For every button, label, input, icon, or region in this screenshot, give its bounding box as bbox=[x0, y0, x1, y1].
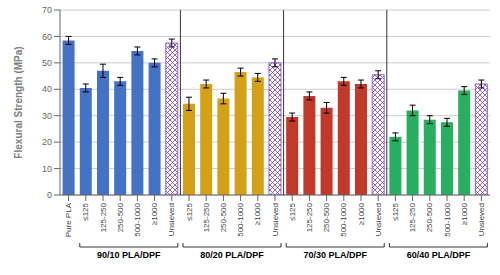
svg-text:0: 0 bbox=[47, 190, 52, 200]
svg-text:125-250: 125-250 bbox=[99, 202, 108, 232]
svg-text:125-250: 125-250 bbox=[305, 202, 314, 232]
svg-text:80/20 PLA/DPF: 80/20 PLA/DPF bbox=[200, 250, 264, 260]
svg-text:10: 10 bbox=[42, 164, 52, 174]
svg-text:≥1000: ≥1000 bbox=[357, 202, 366, 225]
svg-text:≥1000: ≥1000 bbox=[150, 202, 159, 225]
svg-text:Flexural Strength (MPa): Flexural Strength (MPa) bbox=[13, 46, 24, 158]
svg-text:≤125: ≤125 bbox=[185, 202, 194, 220]
svg-text:Unsieved: Unsieved bbox=[271, 203, 280, 236]
svg-text:Unsieved: Unsieved bbox=[374, 203, 383, 236]
svg-text:≤125: ≤125 bbox=[288, 202, 297, 220]
svg-text:40: 40 bbox=[42, 84, 52, 94]
svg-text:60/40 PLA/DPF: 60/40 PLA/DPF bbox=[407, 250, 471, 260]
svg-text:500-1000: 500-1000 bbox=[443, 202, 452, 236]
svg-text:Unsieved: Unsieved bbox=[167, 203, 176, 236]
svg-text:500-1000: 500-1000 bbox=[339, 202, 348, 236]
svg-text:50: 50 bbox=[42, 58, 52, 68]
svg-text:90/10 PLA/DPF: 90/10 PLA/DPF bbox=[97, 250, 161, 260]
svg-text:500-1000: 500-1000 bbox=[236, 202, 245, 236]
svg-text:20: 20 bbox=[42, 137, 52, 147]
svg-text:≤125: ≤125 bbox=[81, 202, 90, 220]
svg-text:250-500: 250-500 bbox=[425, 202, 434, 232]
svg-text:Pure PLA: Pure PLA bbox=[64, 202, 73, 237]
svg-text:500-1000: 500-1000 bbox=[133, 202, 142, 236]
svg-text:250-500: 250-500 bbox=[116, 202, 125, 232]
svg-text:70/30 PLA/DPF: 70/30 PLA/DPF bbox=[303, 250, 367, 260]
svg-text:≥1000: ≥1000 bbox=[460, 202, 469, 225]
svg-text:125-250: 125-250 bbox=[408, 202, 417, 232]
svg-text:250-500: 250-500 bbox=[219, 202, 228, 232]
svg-text:≥1000: ≥1000 bbox=[253, 202, 262, 225]
svg-text:≤125: ≤125 bbox=[391, 202, 400, 220]
svg-text:70: 70 bbox=[42, 5, 52, 15]
svg-text:250-500: 250-500 bbox=[322, 202, 331, 232]
svg-text:60: 60 bbox=[42, 32, 52, 42]
svg-text:125-250: 125-250 bbox=[202, 202, 211, 232]
svg-text:Unsieved: Unsieved bbox=[477, 203, 486, 236]
svg-text:30: 30 bbox=[42, 111, 52, 121]
